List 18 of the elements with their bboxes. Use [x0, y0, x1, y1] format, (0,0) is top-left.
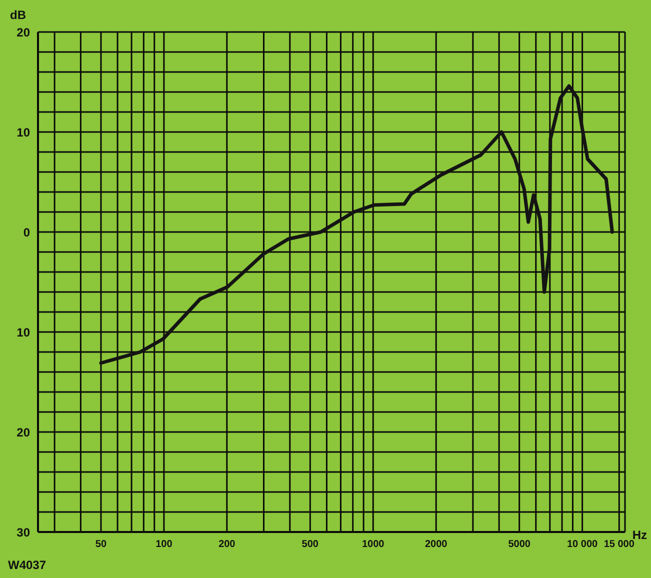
x-tick-label: 100 — [156, 539, 173, 550]
x-tick-label: 1000 — [362, 539, 385, 550]
y-tick-label: 30 — [16, 525, 30, 540]
y-tick-label: 10 — [16, 125, 30, 140]
x-tick-label: 5000 — [508, 539, 531, 550]
x-tick-label: 500 — [302, 539, 319, 550]
x-tick-label: 200 — [218, 539, 236, 550]
x-axis-title: Hz — [632, 528, 647, 542]
y-tick-label: 20 — [16, 425, 30, 440]
x-tick-label: 50 — [95, 539, 107, 550]
y-axis-title: dB — [10, 8, 26, 22]
x-tick-label: 2000 — [424, 539, 448, 550]
x-tick-label: 15 000 — [604, 539, 635, 550]
y-tick-label: 20 — [16, 25, 30, 40]
y-tick-label: 0 — [23, 225, 30, 240]
y-tick-label: 10 — [16, 325, 30, 340]
text: W4037 — [8, 558, 46, 572]
x-tick-label: 10 000 — [567, 539, 598, 550]
